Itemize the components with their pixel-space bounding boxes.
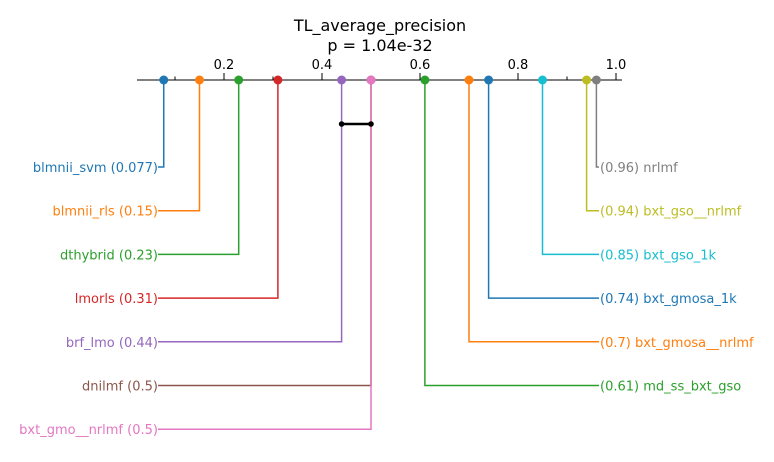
label-name: bxt_gmosa__nrlmf — [635, 336, 754, 351]
label-dthybrid: dthybrid (0.23) — [60, 248, 158, 263]
tick-label: 0.2 — [214, 58, 235, 73]
label-value_label: 0.31 — [124, 292, 153, 307]
marker-nrlmf — [591, 75, 601, 85]
label-dnilmf: dnilmf (0.5) — [82, 380, 158, 395]
label-name: blmnii_rls — [53, 205, 115, 220]
label-bxt_gmosa__nrlmf: (0.7) bxt_gmosa__nrlmf — [600, 336, 754, 351]
label-value_label: 0.61 — [605, 380, 634, 395]
label-value_label: 0.74 — [605, 292, 634, 307]
marker-bxt_gso__nrlmf — [582, 75, 592, 85]
connector-md_ss_bxt_gso — [424, 80, 599, 387]
tick-label: 0.8 — [508, 58, 529, 73]
connector-dnilmf — [158, 80, 372, 387]
connector-bxt_gso_1k — [541, 80, 599, 256]
label-brf_lmo: brf_lmo (0.44) — [66, 336, 158, 351]
label-value_label: 0.5 — [132, 380, 153, 395]
marker-md_ss_bxt_gso — [420, 75, 430, 85]
label-bxt_gmosa_1k: (0.74) bxt_gmosa_1k — [600, 292, 737, 307]
marker-dthybrid — [234, 75, 244, 85]
label-value_label: 0.15 — [124, 205, 153, 220]
tick-label: 0.4 — [312, 58, 333, 73]
label-name: md_ss_bxt_gso — [643, 380, 741, 395]
label-value_label: 0.7 — [605, 336, 626, 351]
marker-lmorls — [273, 75, 283, 85]
label-name: bxt_gmo__nrlmf — [19, 423, 123, 438]
label-blmnii_svm: blmnii_svm (0.077) — [33, 161, 158, 176]
label-nrlmf: (0.96) nrlmf — [600, 161, 678, 176]
label-name: dthybrid — [60, 248, 115, 263]
clique-start-dot — [338, 121, 345, 127]
marker-bxt_gmo__nrlmf — [366, 75, 376, 85]
label-blmnii_rls: blmnii_rls (0.15) — [53, 205, 158, 220]
connector-blmnii_rls — [158, 80, 201, 212]
clique-end-dot — [368, 121, 374, 127]
label-lmorls: lmorls (0.31) — [75, 292, 158, 307]
connector-bxt_gmosa_1k — [487, 80, 599, 299]
connector-brf_lmo — [158, 80, 343, 343]
label-name: bxt_gso__nrlmf — [643, 205, 741, 220]
label-md_ss_bxt_gso: (0.61) md_ss_bxt_gso — [600, 380, 741, 395]
marker-blmnii_rls — [195, 75, 204, 85]
connector-dthybrid — [158, 80, 240, 256]
label-bxt_gmo__nrlmf: bxt_gmo__nrlmf (0.5) — [19, 423, 158, 438]
label-value_label: 0.44 — [124, 336, 153, 351]
connector-lmorls — [158, 80, 279, 299]
marker-blmnii_svm — [159, 75, 169, 85]
clique-bars — [338, 121, 374, 127]
label-name: blmnii_svm — [33, 161, 107, 176]
connector-bxt_gmo__nrlmf — [158, 80, 372, 430]
label-name: lmorls — [75, 292, 115, 307]
marker-bxt_gmosa__nrlmf — [464, 75, 474, 85]
connector-bxt_gso__nrlmf — [585, 80, 599, 212]
tick-label: 1.0 — [606, 58, 627, 73]
label-name: brf_lmo — [66, 336, 115, 351]
label-name: bxt_gso_1k — [643, 248, 716, 263]
marker-bxt_gso_1k — [538, 75, 547, 85]
marker-brf_lmo — [337, 75, 347, 85]
method-labels: blmnii_svm (0.077) blmnii_rls (0.15) dthyb… — [19, 161, 754, 438]
label-bxt_gso__nrlmf: (0.94) bxt_gso__nrlmf — [600, 205, 742, 220]
label-value_label: 0.94 — [605, 205, 634, 220]
label-value_label: 0.5 — [132, 423, 153, 438]
label-value_label: 0.23 — [124, 248, 153, 263]
connector-blmnii_svm — [158, 80, 165, 168]
label-value_label: 0.85 — [605, 248, 634, 263]
label-name: nrlmf — [643, 161, 678, 176]
marker-bxt_gmosa_1k — [484, 75, 494, 85]
label-value_label: 0.077 — [116, 161, 153, 176]
label-name: dnilmf — [82, 380, 123, 395]
label-name: bxt_gmosa_1k — [643, 292, 737, 307]
connector-nrlmf — [595, 80, 599, 168]
chart-subtitle: p = 1.04e-32 — [327, 36, 432, 55]
label-value_label: 0.96 — [605, 161, 634, 176]
label-bxt_gso_1k: (0.85) bxt_gso_1k — [600, 248, 717, 263]
connector-bxt_gmosa__nrlmf — [468, 80, 599, 343]
method-markers — [159, 75, 601, 85]
axis-ticks: 0.2 0.4 0.6 0.8 1.0 — [174, 58, 627, 80]
tick-label: 0.6 — [410, 58, 431, 73]
method-connectors — [158, 80, 599, 430]
chart-title: TL_average_precision — [293, 16, 466, 36]
